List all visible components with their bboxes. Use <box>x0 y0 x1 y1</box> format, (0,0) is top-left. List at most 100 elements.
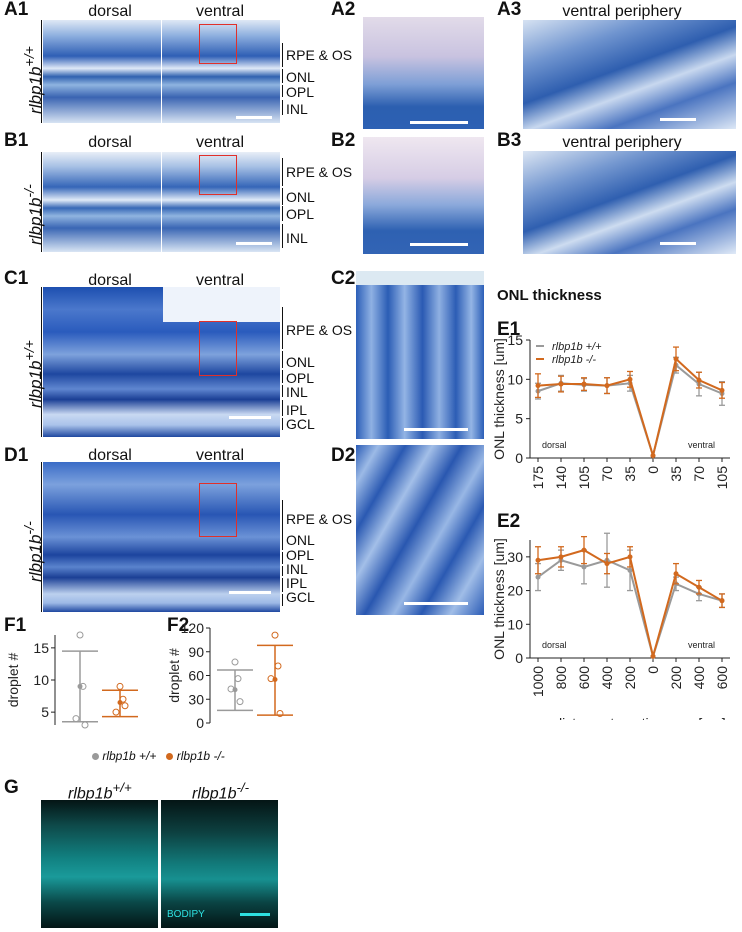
panel-label-g: G <box>4 777 19 798</box>
scale-bar-d1 <box>229 591 271 594</box>
data-point <box>673 571 679 577</box>
panel-label-d2: D2 <box>331 445 356 466</box>
data-point <box>604 383 610 389</box>
micrograph-d2 <box>356 445 484 615</box>
data-point <box>581 381 587 387</box>
bracket-a-inl <box>282 100 283 115</box>
panel-label-e2: E2 <box>497 511 521 532</box>
y-axis-label: ONL thickness [um] <box>491 538 507 660</box>
micrograph-c1 <box>43 287 280 437</box>
panel-label-a3: A3 <box>497 0 522 20</box>
header-ventral-b: ventral <box>195 134 245 151</box>
legend-ko-marker <box>166 753 174 761</box>
micrograph-b1 <box>43 152 280 252</box>
layer-ipl-d: IPL <box>286 575 308 591</box>
layer-opl-b: OPL <box>286 206 315 222</box>
data-point <box>627 567 633 573</box>
data-point <box>231 658 239 666</box>
x-tick-label: 200 <box>622 666 638 690</box>
x-tick-label: 1000 <box>530 666 546 697</box>
legend-f: rlbp1b +/+ rlbp1b -/- <box>92 749 225 763</box>
data-point <box>581 564 587 570</box>
micrograph-a2 <box>363 17 484 129</box>
panel-label-f2: F2 <box>167 615 190 636</box>
x-tick-label: 400 <box>691 666 707 690</box>
data-point <box>276 710 284 717</box>
y-tick-label: 10 <box>507 371 523 387</box>
y-axis-label: droplet # <box>166 648 182 703</box>
panel-label-c1: C1 <box>4 268 29 289</box>
data-point <box>696 584 702 590</box>
header-dorsal-d: dorsal <box>88 447 132 464</box>
scale-bar-a3 <box>660 118 696 121</box>
bracket-a-opl <box>282 85 283 97</box>
micrograph-c2 <box>356 271 484 439</box>
scale-bar-d2 <box>404 602 468 605</box>
layer-rpe-c: RPE & OS <box>286 322 353 338</box>
y-tick-label: 90 <box>188 644 204 660</box>
x-tick-label: 400 <box>599 666 615 690</box>
micrograph-d1 <box>43 462 280 612</box>
scale-bar-a1 <box>236 116 272 119</box>
layer-opl-c: OPL <box>286 370 315 386</box>
data-point <box>121 702 129 710</box>
x-tick-label: 70 <box>691 466 707 482</box>
scale-bar-g <box>240 913 270 916</box>
x-tick-label: 600 <box>714 666 730 690</box>
header-ventral: ventral <box>195 3 245 20</box>
zoom-box-c1 <box>199 321 237 376</box>
legend-label: rlbp1b +/+ <box>552 341 602 353</box>
panel-label-b3: B3 <box>497 130 522 151</box>
bracket-d-rpe <box>282 500 283 550</box>
panel-label-e1: E1 <box>497 319 521 340</box>
layer-gcl-c: GCL <box>286 416 315 432</box>
x-axis-label: distance to optic nerve [um] <box>554 715 725 720</box>
fluorescence-wt <box>41 800 158 928</box>
divider-d1 <box>41 462 42 612</box>
bracket-b-inl <box>282 224 283 248</box>
x-tick-label: 800 <box>553 666 569 690</box>
data-point <box>234 675 242 683</box>
chart-e2: 0 10 20 30 1000 800 600 400 200 0 200 400 600 ONL thi… <box>491 532 730 720</box>
layer-onl-a: ONL <box>286 69 315 85</box>
chart-e1: 0 5 10 15 175 140 105 70 35 0 35 70 105 ONL thickness… <box>491 332 730 489</box>
panel-label-d1: D1 <box>4 445 29 466</box>
scale-bar-b2 <box>410 243 468 246</box>
header-ventral-c: ventral <box>195 272 245 289</box>
annotation-ventral: ventral <box>688 440 715 450</box>
bodipy-label: BODIPY <box>167 909 205 920</box>
chart-f2: 0 30 60 90 120 droplet # <box>166 620 293 730</box>
y-tick-label: 15 <box>33 640 49 656</box>
panel-label-a2: A2 <box>331 0 356 20</box>
divider-c1 <box>41 287 42 437</box>
panel-label-b1: B1 <box>4 130 29 151</box>
y-tick-label: 120 <box>181 620 205 636</box>
x-tick-label: 0 <box>645 466 661 474</box>
y-tick-label: 0 <box>515 650 523 666</box>
y-tick-label: 10 <box>33 672 49 688</box>
layer-onl-c: ONL <box>286 354 315 370</box>
legend-label: rlbp1b -/- <box>552 354 596 366</box>
bracket-c-ipl <box>282 400 283 416</box>
data-point <box>696 377 702 383</box>
legend-ko-label: rlbp1b -/- <box>176 749 225 763</box>
data-point <box>271 631 279 639</box>
header-ventral-d: ventral <box>195 447 245 464</box>
layer-opl-a: OPL <box>286 84 315 100</box>
mean-point <box>117 700 123 705</box>
data-point <box>719 387 725 393</box>
header-dorsal-c: dorsal <box>88 272 132 289</box>
data-point <box>558 554 564 560</box>
data-point <box>650 453 656 459</box>
onl-thickness-title: ONL thickness <box>497 287 602 304</box>
divider-b1 <box>41 152 42 252</box>
layer-inl-d: INL <box>286 561 308 577</box>
data-point <box>719 598 725 604</box>
bracket-c-onl <box>282 351 283 368</box>
bracket-c-rpe <box>282 307 283 349</box>
scale-bar-c2 <box>404 428 468 431</box>
data-point <box>236 698 244 706</box>
bracket-b-onl <box>282 188 283 205</box>
data-point <box>79 682 87 690</box>
annotation-dorsal: dorsal <box>542 640 567 650</box>
